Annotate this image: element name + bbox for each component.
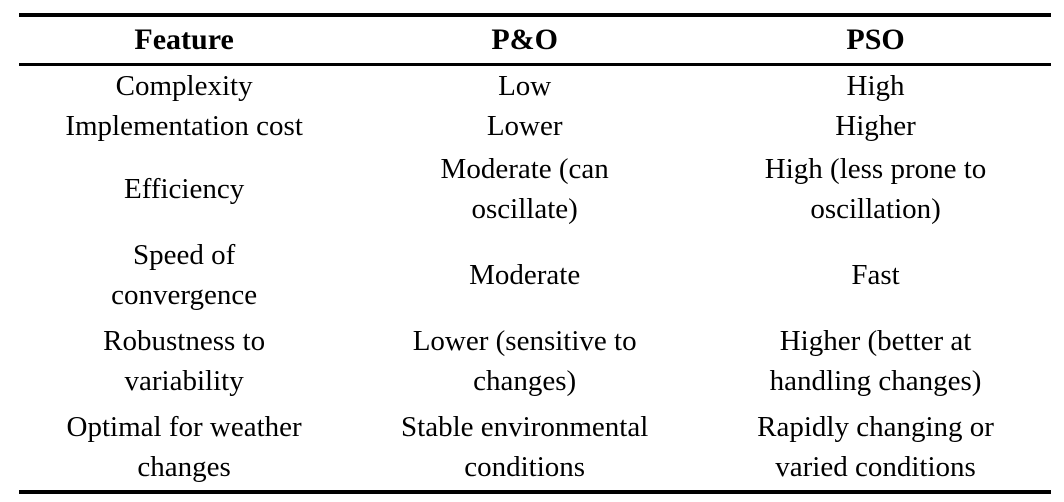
po-vs-pso-comparison-table: Feature P&O PSO Complexity Low High Impl… — [19, 13, 1051, 494]
column-header-po: P&O — [349, 15, 701, 66]
cell-feature: Implementation cost — [65, 110, 303, 142]
table-row-speed-of-convergence: Speed of convergence Moderate Fast — [19, 232, 1051, 318]
cell-feature: Speed of convergence — [111, 239, 258, 311]
cell-pso: Higher — [835, 110, 916, 142]
cell-po: Moderate — [469, 259, 581, 291]
cell-po: Stable environmental conditions — [401, 411, 649, 483]
cell-po: Lower — [486, 110, 563, 142]
cell-pso: High (less prone to oscillation) — [764, 153, 987, 225]
comparison-table-wrapper: Feature P&O PSO Complexity Low High Impl… — [19, 13, 1051, 494]
cell-pso: Rapidly changing or varied conditions — [757, 411, 994, 483]
table-row-complexity: Complexity Low High — [19, 65, 1051, 107]
cell-feature: Efficiency — [124, 173, 245, 205]
table-row-robustness: Robustness to variability Lower (sensiti… — [19, 318, 1051, 404]
cell-feature: Complexity — [115, 70, 253, 102]
table-row-implementation-cost: Implementation cost Lower Higher — [19, 106, 1051, 146]
cell-po: Low — [498, 70, 552, 102]
cell-po: Moderate (can oscillate) — [440, 153, 609, 225]
cell-feature: Robustness to variability — [103, 325, 266, 397]
cell-pso: Higher (better at handling changes) — [769, 325, 982, 397]
cell-pso: High — [846, 70, 905, 102]
table-row-optimal-weather: Optimal for weather changes Stable envir… — [19, 404, 1051, 492]
table-body: Complexity Low High Implementation cost … — [19, 65, 1051, 493]
header-row: Feature P&O PSO — [19, 15, 1051, 66]
table-row-efficiency: Efficiency Moderate (can oscillate) High… — [19, 146, 1051, 232]
cell-po: Lower (sensitive to changes) — [412, 325, 637, 397]
column-header-feature: Feature — [19, 15, 350, 66]
table-header: Feature P&O PSO — [19, 15, 1051, 66]
cell-pso: Fast — [851, 259, 900, 291]
cell-feature: Optimal for weather changes — [66, 411, 302, 483]
column-header-pso: PSO — [700, 15, 1051, 66]
